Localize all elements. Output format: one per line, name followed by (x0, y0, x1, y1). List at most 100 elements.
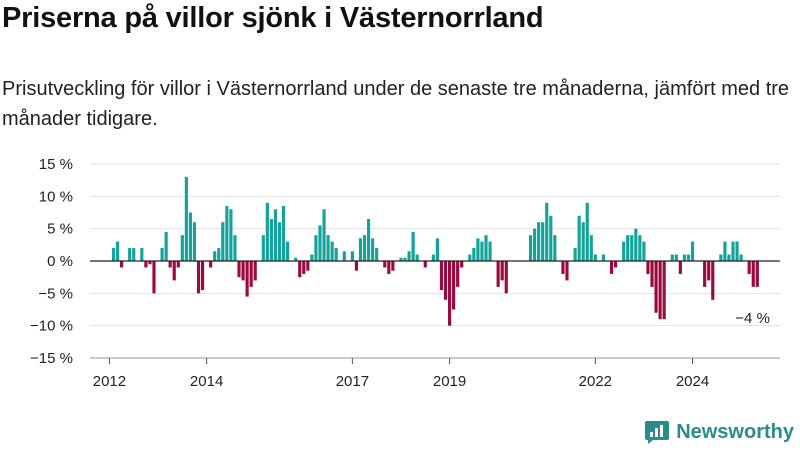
bar (196, 261, 201, 294)
bar (431, 254, 435, 261)
x-tick-label: 2012 (93, 373, 126, 390)
bar (180, 235, 184, 261)
bar (488, 241, 492, 261)
bar (403, 257, 407, 261)
annotations: −4 % (735, 310, 770, 327)
bar (565, 261, 569, 281)
bar (140, 248, 144, 261)
chart-subtitle: Prisutveckling för villor i Västernorrla… (2, 78, 790, 130)
bar (221, 222, 225, 261)
bar (739, 254, 743, 261)
bar (281, 206, 286, 261)
bar (593, 254, 597, 261)
bar (371, 238, 375, 261)
bar (217, 248, 221, 261)
bar (358, 238, 363, 261)
bar (447, 261, 452, 326)
bar (249, 261, 253, 287)
bar (245, 261, 249, 297)
bar (654, 261, 658, 313)
bar (553, 235, 557, 261)
bar (277, 222, 282, 261)
bar (727, 254, 731, 261)
bar (642, 241, 646, 261)
bar (537, 222, 541, 261)
bar (703, 261, 707, 287)
bar (213, 251, 217, 261)
bar (435, 238, 439, 261)
bar (253, 261, 257, 281)
bar (747, 261, 751, 274)
bar (273, 209, 278, 261)
bar (723, 241, 727, 261)
bar (638, 235, 642, 261)
bar (314, 235, 318, 261)
bar (148, 261, 152, 265)
x-tick-label: 2022 (579, 373, 612, 390)
bar (662, 261, 666, 320)
bar (415, 254, 419, 261)
bar (443, 261, 448, 300)
bar (298, 261, 302, 278)
bar (200, 261, 205, 291)
bar (111, 248, 116, 261)
bar (476, 238, 480, 261)
bar (326, 235, 330, 261)
bar (383, 261, 387, 268)
bar (674, 254, 678, 261)
bar (573, 248, 577, 261)
bar (120, 261, 124, 268)
bar (229, 209, 233, 261)
bar (115, 241, 120, 261)
bar (350, 251, 354, 261)
brand-logo: Newsworthy (644, 419, 794, 445)
bar (391, 261, 395, 271)
bar (342, 251, 346, 261)
bar (682, 254, 686, 261)
bar (241, 261, 245, 281)
bar (407, 251, 411, 261)
bar (387, 261, 391, 274)
bar (399, 257, 403, 261)
bar (330, 241, 334, 261)
y-tick-label: 0 % (47, 253, 73, 270)
bar (504, 261, 508, 294)
bar (128, 248, 132, 261)
bar (472, 248, 476, 261)
bar (367, 218, 371, 261)
bar (609, 261, 614, 274)
bar (468, 254, 472, 261)
brand-name: Newsworthy (676, 420, 794, 443)
bar (286, 241, 290, 261)
bar (650, 261, 654, 287)
bar (561, 261, 565, 274)
bar (318, 225, 322, 261)
bar (626, 235, 630, 261)
bar (184, 176, 188, 261)
bar (411, 231, 415, 261)
bar (496, 261, 500, 287)
bar (456, 261, 460, 287)
bar (294, 257, 298, 261)
bar (460, 261, 464, 268)
bar (423, 261, 427, 268)
y-axis-labels: 15 % 10 % 5 % 0 % −5 % −10 % −15 % (30, 156, 73, 367)
bar (225, 206, 229, 261)
bar (630, 235, 634, 261)
bar (549, 215, 553, 261)
bar (541, 222, 545, 261)
bar (176, 261, 180, 268)
bar (310, 254, 314, 261)
y-tick-label: −10 % (30, 318, 73, 335)
bar (670, 254, 674, 261)
bar (233, 235, 237, 261)
bar (500, 261, 504, 281)
bar (589, 235, 593, 261)
bar (237, 261, 241, 278)
bar (731, 241, 735, 261)
bar (209, 261, 213, 268)
bar (192, 222, 197, 261)
bar (160, 248, 164, 261)
y-tick-label: 15 % (39, 156, 73, 173)
